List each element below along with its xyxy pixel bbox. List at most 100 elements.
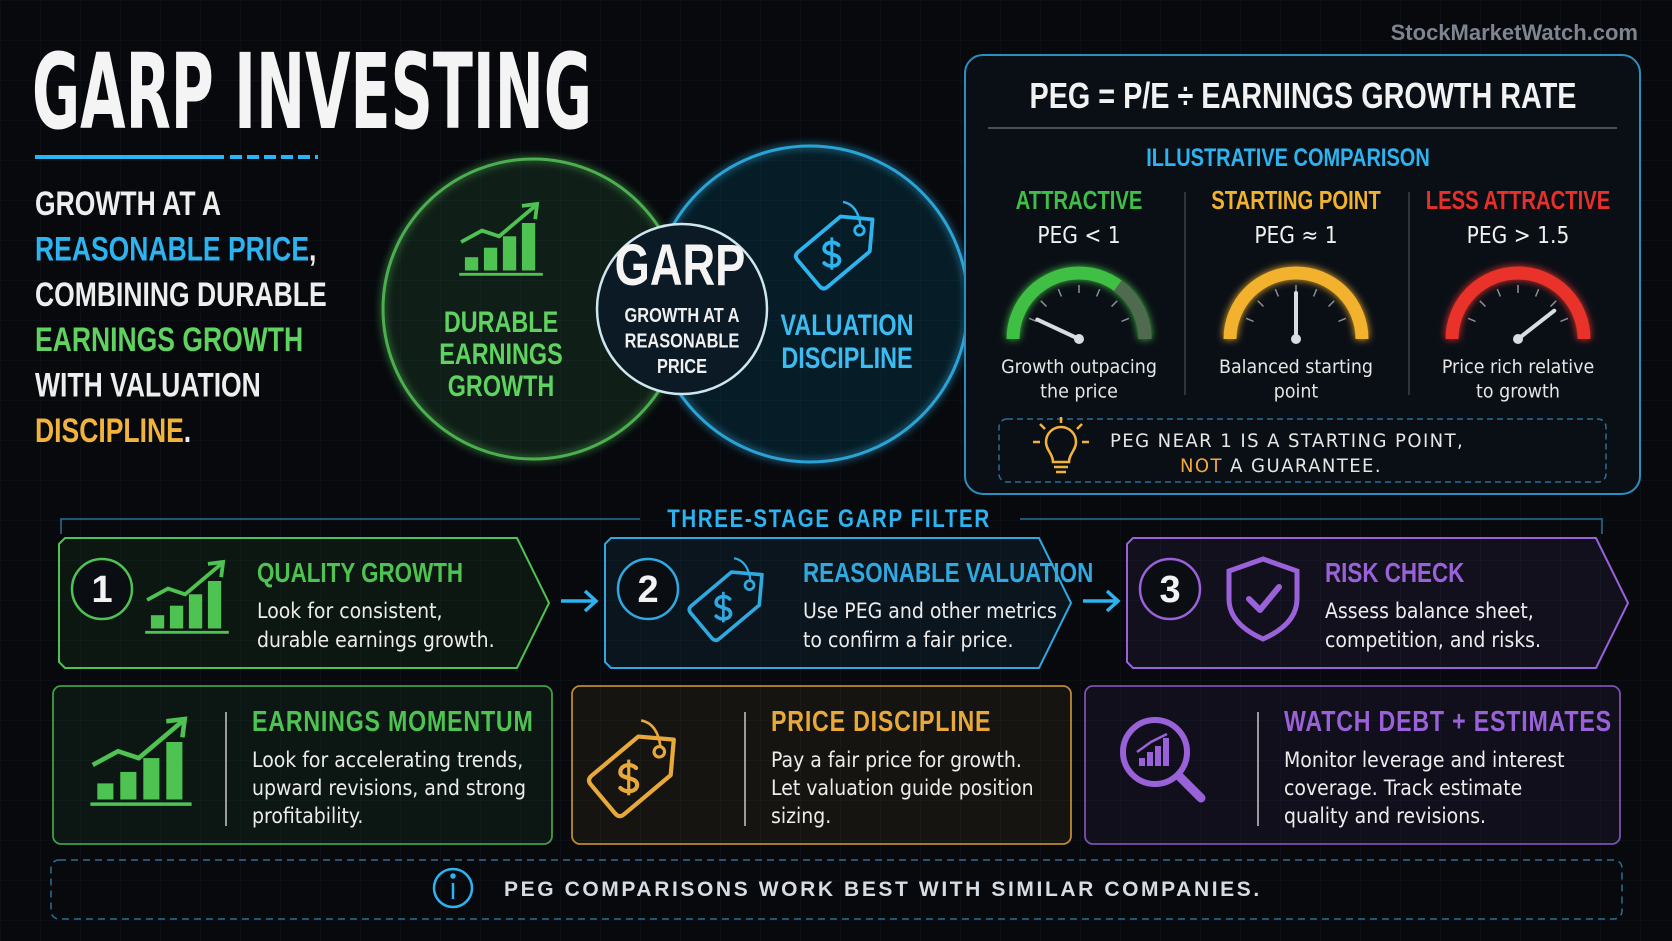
gauge-arc-end (1113, 280, 1152, 340)
venn-right-label: VALUATION (781, 308, 914, 341)
growth-icon (145, 559, 229, 634)
bulb-icon (1033, 417, 1089, 474)
icon-bar (483, 247, 498, 271)
tag-body (586, 734, 676, 819)
stage-number-group: 2 (637, 569, 658, 611)
peg-note-line-group: PEG NEAR 1 IS A STARTING POINT, (1110, 431, 1463, 453)
gauge-tick (1534, 288, 1540, 297)
gauge-tick (1040, 300, 1048, 308)
venn-right-label-group: DISCIPLINE (781, 341, 912, 374)
gauge-tick (1245, 317, 1254, 323)
venn-left-label: EARNINGS (439, 337, 562, 370)
gauge-peg: PEG > 1.5 (1467, 223, 1570, 250)
stage-title-group: RISK CHECK (1325, 558, 1465, 589)
card-title-group: EARNINGS MOMENTUM (252, 704, 533, 737)
intro-line-segment: REASONABLE PRICE (35, 230, 309, 268)
tag-icon (586, 719, 676, 819)
icon-bar (150, 615, 165, 629)
intro-line-group: REASONABLE PRICE, (35, 230, 316, 268)
card-text-group: Look for accelerating trends, (252, 747, 523, 772)
venn-center-label: GROWTH AT A (625, 303, 740, 326)
card-text-group: coverage. Track estimate (1284, 775, 1522, 800)
gauge-caption: to growth (1476, 381, 1560, 403)
gauge-caption-group: to growth (1476, 381, 1560, 403)
icon-bar (97, 783, 114, 800)
bulb-ray (1039, 423, 1046, 430)
peg-note-line: NOT A GUARANTEE. (1180, 456, 1382, 478)
gauge-hub (1513, 334, 1523, 344)
shield-check (1246, 584, 1282, 613)
gauge-peg: PEG ≈ 1 (1254, 223, 1337, 250)
stage-title-group: REASONABLE VALUATION (803, 558, 1093, 589)
magnifier-bar (1163, 738, 1169, 766)
icon-bar (143, 758, 160, 800)
card-text-group: sizing. (771, 803, 831, 828)
stage-title: REASONABLE VALUATION (803, 558, 1093, 589)
card-text: Look for accelerating trends, (252, 747, 523, 772)
stage-text-group: Use PEG and other metrics (803, 598, 1057, 623)
magnifier-trend (1136, 732, 1168, 754)
intro-line-group: EARNINGS GROWTH (35, 321, 303, 359)
card-title-group: WATCH DEBT + ESTIMATES (1284, 704, 1612, 737)
venn-center-title: GARP (615, 234, 746, 299)
gauge-tick (1274, 288, 1280, 297)
bulb-glass (1044, 425, 1078, 464)
tag-string (640, 719, 662, 747)
card-title: PRICE DISCIPLINE (771, 704, 991, 737)
peg-note-line-segment: NOT (1180, 456, 1223, 478)
intro-line-segment: . (184, 412, 191, 450)
watermark: StockMarketWatch.com (1391, 20, 1638, 45)
gauge-hub (1291, 334, 1301, 344)
stage-number-circle (1138, 557, 1202, 621)
shield-icon (1226, 556, 1300, 642)
stage-number-circle (70, 557, 134, 621)
venn-center-label-group: PRICE (657, 354, 707, 377)
intro-line-group: COMBINING DURABLE (35, 276, 327, 314)
gauge-tick (1496, 288, 1502, 297)
icon-bar (521, 223, 536, 271)
icon-bar (502, 236, 517, 271)
card-text-group: Let valuation guide position (771, 775, 1034, 800)
gauge-peg-group: PEG < 1 (1037, 223, 1120, 250)
tag-dollar (822, 237, 842, 270)
card-box (571, 685, 1072, 845)
gauge-label: ATTRACTIVE (1016, 186, 1143, 215)
card-title: WATCH DEBT + ESTIMATES (1284, 704, 1612, 737)
venn-center-label-group: REASONABLE (625, 329, 740, 352)
intro-line: COMBINING DURABLE (35, 276, 327, 314)
stage-text: Use PEG and other metrics (803, 598, 1057, 623)
gauge-tick (1095, 288, 1101, 297)
gauge-tick (1312, 288, 1318, 297)
intro-line: WITH VALUATION (35, 366, 261, 404)
intro-line: REASONABLE PRICE, (35, 230, 316, 268)
stage-text-group: Look for consistent, (257, 598, 443, 623)
peg-formula-group: PEG = P/E ÷ EARNINGS GROWTH RATE (1030, 75, 1577, 116)
stage-text: to confirm a fair price. (803, 627, 1013, 652)
intro-line-segment: WITH VALUATION (35, 366, 261, 404)
card-text-group: Pay a fair price for growth. (771, 747, 1022, 772)
intro-line: GROWTH AT A (35, 185, 221, 223)
icon-arrowhead (521, 201, 540, 220)
venn-center-title-group: GARP (615, 234, 746, 299)
filter-bracket (60, 518, 1603, 534)
tag-dollar (714, 591, 733, 623)
stage-arrow (561, 589, 599, 613)
tag-hole (853, 224, 866, 237)
stage-text-group: to confirm a fair price. (803, 627, 1013, 652)
venn-center-label: PRICE (657, 354, 707, 377)
gauge-tick (1057, 288, 1063, 297)
card-text: sizing. (771, 803, 831, 828)
growth-icon (459, 201, 543, 276)
intro-line-segment: , (309, 230, 316, 268)
intro-line-segment: DISCIPLINE (35, 412, 184, 450)
peg-subtitle-group: ILLUSTRATIVE COMPARISON (1146, 144, 1430, 172)
card-text: Let valuation guide position (771, 775, 1034, 800)
icon-arrowhead (207, 559, 226, 578)
card-text: quality and revisions. (1284, 803, 1486, 828)
venn-left-label-group: DURABLE (444, 305, 558, 338)
card-text: Monitor leverage and interest (1284, 747, 1565, 772)
icon-bar (207, 581, 222, 629)
stage-arrow (1083, 589, 1121, 613)
bulb-ray (1076, 423, 1083, 430)
